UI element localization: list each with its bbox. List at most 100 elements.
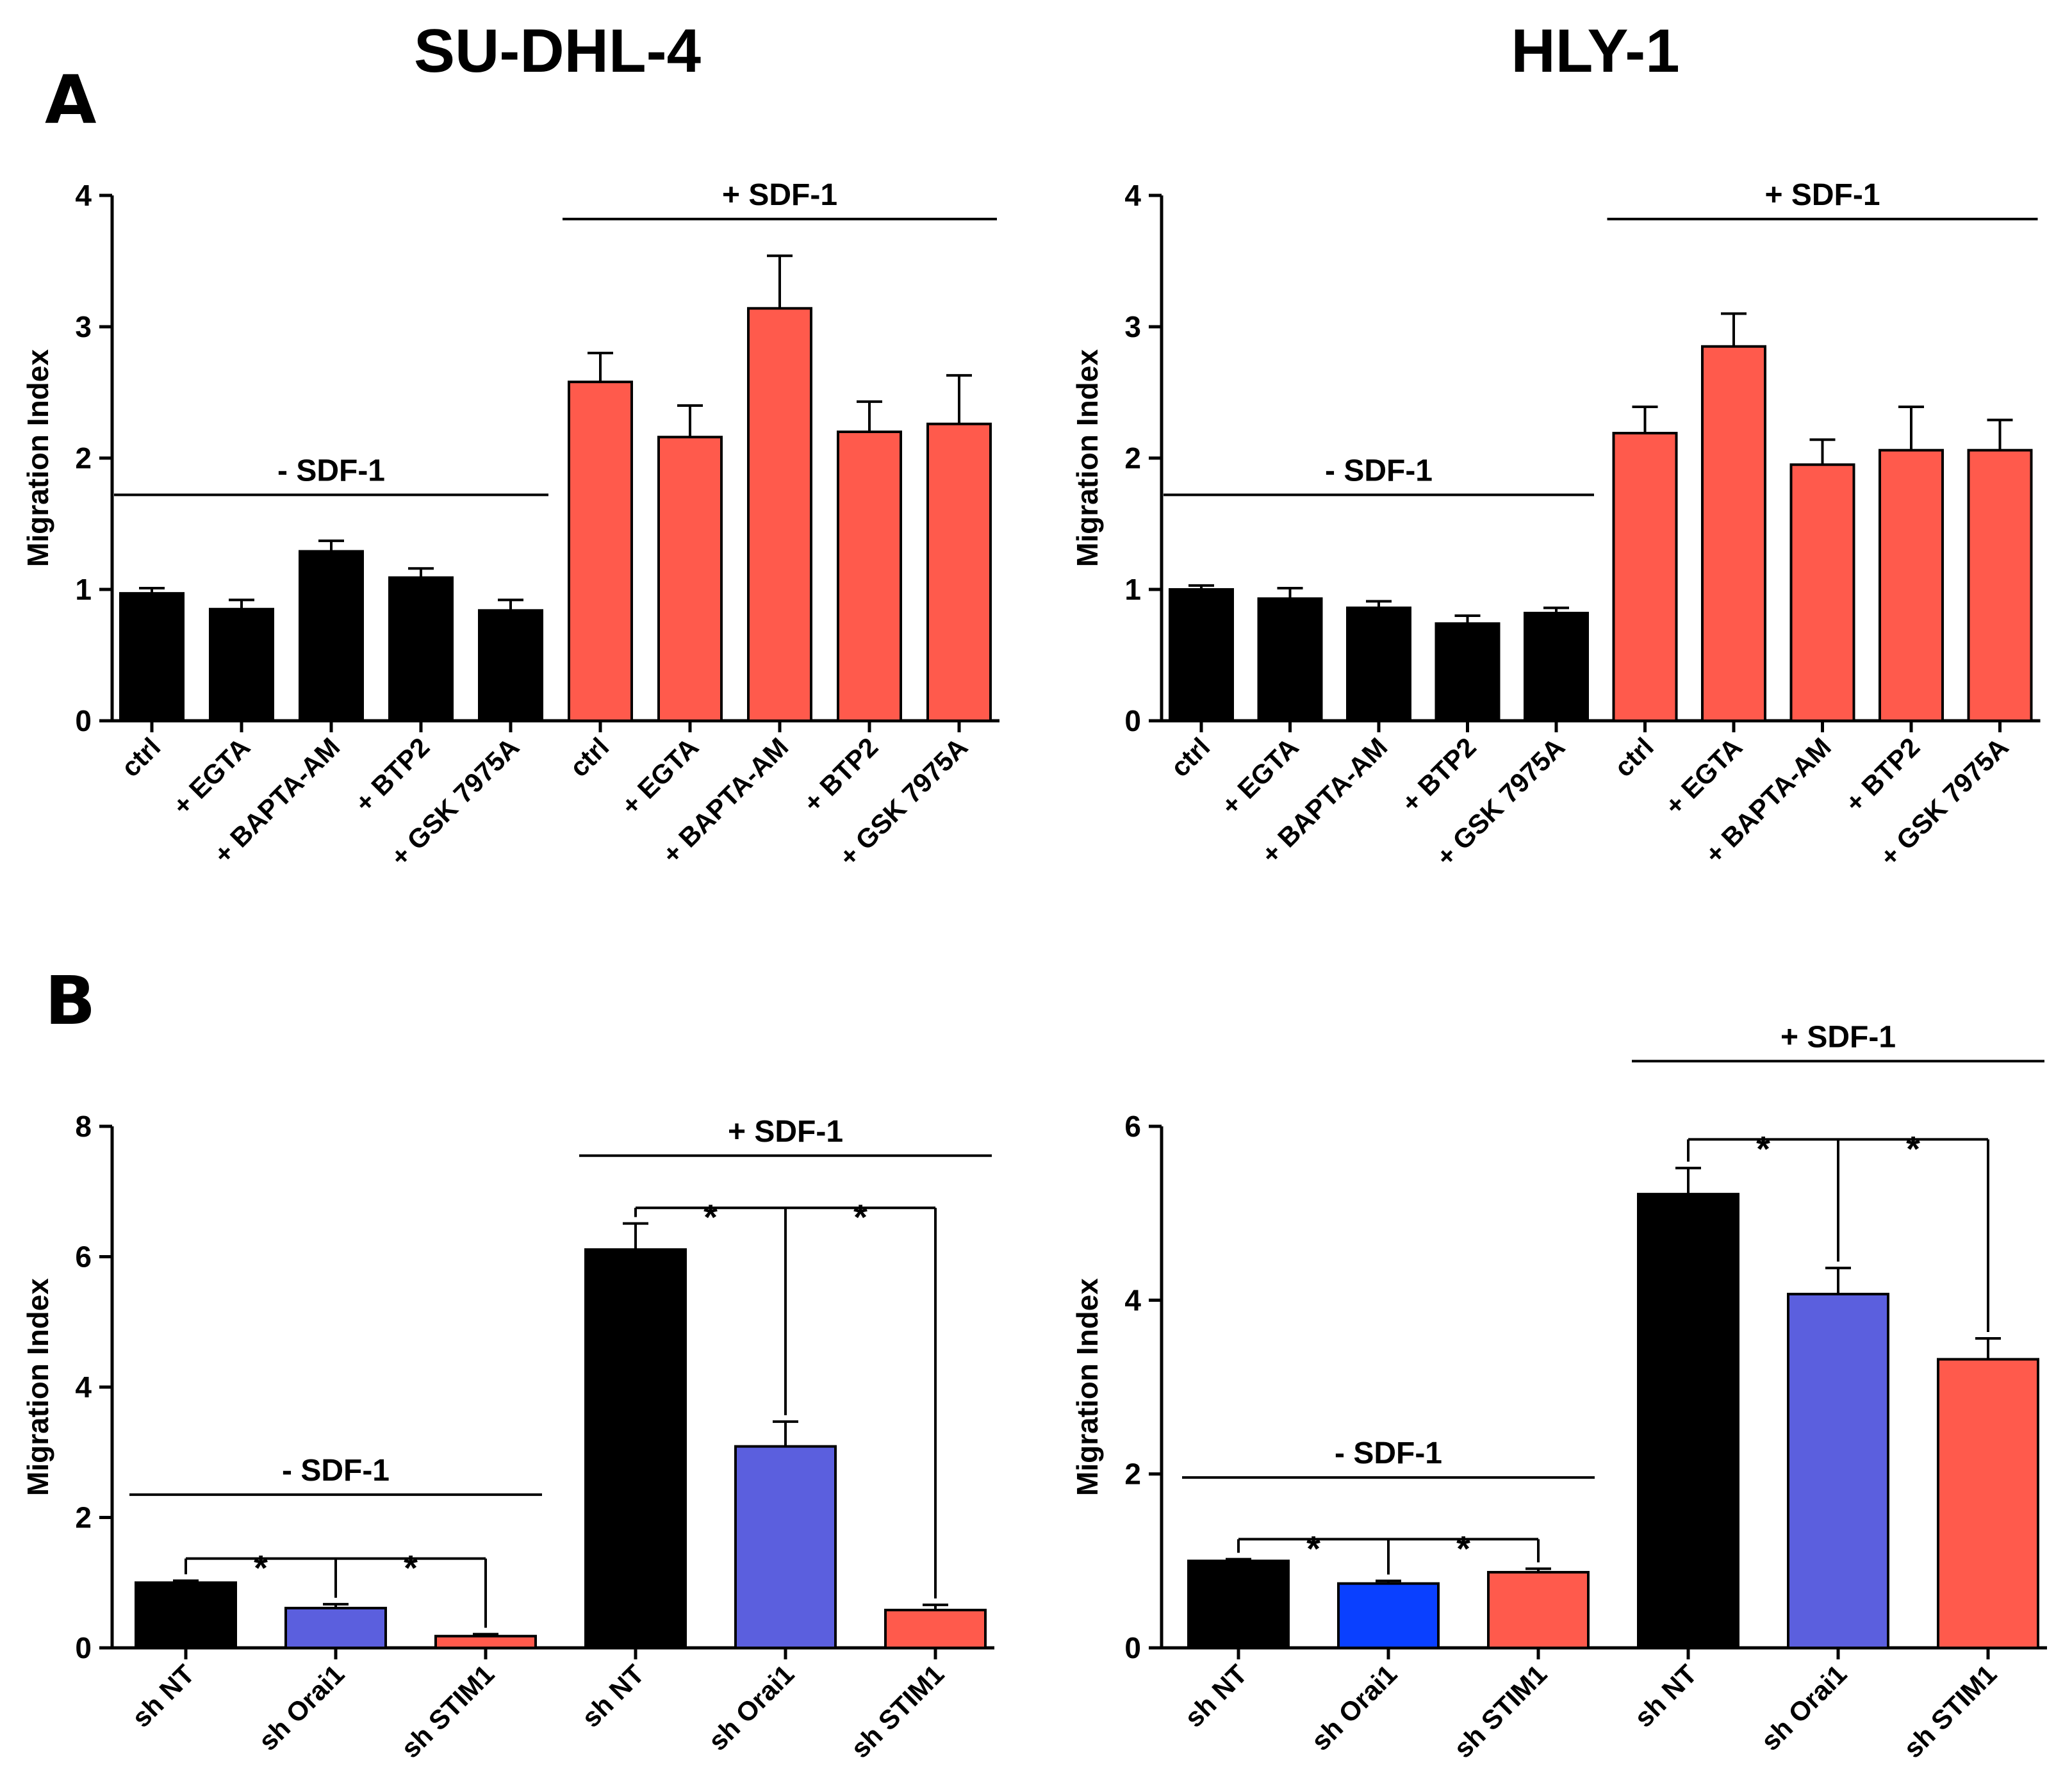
panel-label-b: B (45, 962, 95, 1040)
y-tick-label: 3 (1124, 310, 1141, 343)
category-label: sh NT (576, 1659, 650, 1733)
bar (119, 592, 185, 723)
category-label: + EGTA (1215, 732, 1304, 821)
bar (209, 607, 274, 722)
significance-star: * (1906, 1128, 1920, 1169)
bar (734, 1445, 837, 1650)
category-label: ctrl (564, 732, 614, 782)
y-tick-label: 1 (1124, 573, 1141, 606)
category-label: + BTP2 (1395, 732, 1482, 818)
bar (1346, 606, 1411, 723)
bar (1789, 463, 1855, 722)
bar (657, 436, 723, 722)
y-tick-label: 6 (75, 1240, 92, 1274)
category-label: + BTP2 (349, 732, 436, 818)
y-tick-label: 4 (1124, 179, 1141, 212)
panel-label-a: A (45, 61, 97, 139)
chart-b-hly1: 0 2 4 6 Migration Index sh NT sh Orai1 sh STIM1… (1071, 1020, 2047, 1764)
bar (135, 1581, 237, 1649)
bar (1937, 1358, 2039, 1649)
bar (299, 550, 364, 722)
y-tick-label: 1 (75, 573, 92, 606)
bar (284, 1606, 387, 1650)
significance-star: * (254, 1548, 268, 1588)
column-title-sudhl4: SU-DHL-4 (414, 17, 701, 85)
bar (1701, 345, 1766, 722)
category-label: + BTP2 (1839, 732, 1926, 818)
category-label: sh Orai1 (1755, 1659, 1852, 1756)
bar (1524, 611, 1589, 723)
y-tick-label: 2 (1124, 1458, 1141, 1491)
y-tick-label: 2 (75, 441, 92, 475)
chart-b-sudhl4: 0 2 4 6 8 Migration Index sh NT sh Orai1 sh STIM… (21, 1110, 994, 1764)
significance-star: * (404, 1548, 418, 1588)
category-label: sh STIM1 (1448, 1659, 1553, 1764)
y-tick-label: 0 (75, 1631, 92, 1665)
y-tick-label: 2 (1124, 441, 1141, 475)
y-tick-label: 2 (75, 1501, 92, 1534)
category-label: sh Orai1 (702, 1659, 800, 1756)
bar (884, 1608, 987, 1650)
bar (1435, 622, 1501, 722)
significance-star: * (853, 1197, 867, 1237)
group-label: + SDF-1 (1764, 178, 1880, 212)
bar (1487, 1570, 1590, 1649)
bar (568, 381, 633, 722)
bar (837, 431, 902, 722)
bar (1187, 1559, 1290, 1649)
group-label: - SDF-1 (1335, 1436, 1442, 1470)
category-label: sh Orai1 (252, 1659, 350, 1756)
bar (747, 307, 812, 722)
category-label: ctrl (1608, 732, 1659, 782)
bar (434, 1634, 537, 1650)
y-tick-label: 4 (75, 179, 92, 212)
y-axis-label: Migration Index (21, 349, 54, 567)
group-label: + SDF-1 (722, 178, 837, 212)
category-label: + BTP2 (798, 732, 884, 818)
category-label: + EGTA (167, 732, 256, 821)
group-label: + SDF-1 (728, 1115, 843, 1149)
group-label: - SDF-1 (277, 454, 385, 488)
y-tick-label: 4 (75, 1370, 92, 1404)
category-label: sh STIM1 (1898, 1659, 2003, 1764)
significance-star: * (1306, 1528, 1320, 1568)
y-axis-label: Migration Index (21, 1278, 54, 1496)
category-label: ctrl (115, 732, 166, 782)
y-axis-label: Migration Index (1071, 349, 1104, 567)
y-tick-label: 0 (75, 704, 92, 737)
category-label: sh NT (1179, 1659, 1253, 1733)
column-title-hly1: HLY-1 (1511, 17, 1679, 85)
bar (1257, 597, 1323, 722)
y-axis-label: Migration Index (1071, 1278, 1104, 1496)
significance-star: * (703, 1197, 718, 1237)
category-label: sh Orai1 (1305, 1659, 1402, 1756)
bar (1337, 1582, 1440, 1650)
group-label: + SDF-1 (1780, 1020, 1896, 1054)
bar (1967, 448, 2033, 722)
bar (388, 576, 454, 722)
category-label: ctrl (1165, 732, 1215, 782)
y-tick-label: 4 (1124, 1283, 1141, 1317)
y-tick-label: 0 (1124, 1631, 1141, 1665)
bar (1637, 1192, 1739, 1649)
category-label: + EGTA (1659, 732, 1748, 821)
category-label: sh STIM1 (395, 1659, 500, 1764)
y-tick-label: 6 (1124, 1110, 1141, 1143)
bar (1787, 1292, 1889, 1649)
bar (1612, 432, 1678, 722)
y-tick-label: 8 (75, 1110, 92, 1143)
bar (584, 1248, 687, 1649)
category-label: sh STIM1 (845, 1659, 950, 1764)
group-label: - SDF-1 (282, 1454, 390, 1488)
category-label: sh NT (126, 1659, 201, 1733)
group-label: - SDF-1 (1325, 454, 1433, 488)
significance-star: * (1756, 1128, 1770, 1169)
bar (926, 422, 992, 722)
significance-star: * (1456, 1528, 1470, 1568)
category-label: sh NT (1629, 1659, 1703, 1733)
y-tick-label: 0 (1124, 704, 1141, 737)
y-tick-label: 3 (75, 310, 92, 343)
